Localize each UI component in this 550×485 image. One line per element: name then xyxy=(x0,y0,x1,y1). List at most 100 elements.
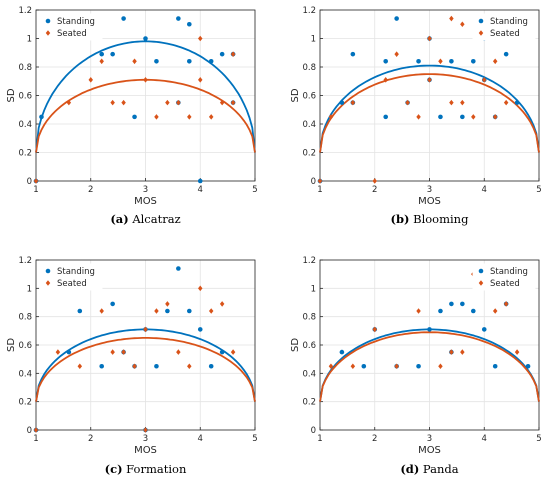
legend-marker-standing xyxy=(478,18,484,24)
caption-name: Formation xyxy=(123,462,187,476)
data-point-seated xyxy=(492,58,498,65)
data-point-standing xyxy=(132,114,137,120)
data-point-standing xyxy=(219,51,225,57)
caption-name: Panda xyxy=(419,462,459,476)
y-tick-label: 0.8 xyxy=(302,313,316,323)
data-point-standing xyxy=(99,363,104,369)
data-point-seated xyxy=(427,77,432,83)
fit-curve-standing xyxy=(35,40,256,153)
legend-marker-standing xyxy=(478,268,484,274)
x-tick-label: 4 xyxy=(482,434,487,444)
data-point-seated xyxy=(503,99,509,106)
fit-curve-seated xyxy=(319,331,540,402)
data-point-seated xyxy=(350,99,356,106)
caption-letter: (a) xyxy=(110,212,128,226)
data-point-seated xyxy=(230,349,236,355)
data-point-seated xyxy=(132,363,137,370)
y-axis-label: SD xyxy=(6,88,17,102)
data-point-seated xyxy=(471,114,476,120)
data-point-standing xyxy=(66,349,72,355)
x-tick-label: 1 xyxy=(317,185,322,195)
data-point-standing xyxy=(416,363,421,369)
legend-box xyxy=(39,263,103,291)
data-point-seated xyxy=(55,349,61,355)
y-tick-label: 0.4 xyxy=(18,120,32,130)
legend-box xyxy=(472,263,536,291)
data-point-standing xyxy=(219,349,225,355)
legend-label-standing: Standing xyxy=(490,17,528,27)
data-point-seated xyxy=(132,58,137,65)
x-tick-label: 4 xyxy=(198,185,203,195)
y-tick-label: 0.2 xyxy=(18,398,32,408)
y-tick-label: 0.6 xyxy=(18,92,32,102)
legend-label-seated: Seated xyxy=(490,29,520,39)
data-point-seated xyxy=(460,21,465,28)
chart-panel-formation: 1 2 3 4 5 0 0.2 0.4 0.6 0.8 1 1.2 MOS SD Standing Seate… xyxy=(6,256,258,476)
data-point-standing xyxy=(339,349,345,355)
y-tick-label: 0.2 xyxy=(302,398,316,408)
data-point-standing xyxy=(350,51,356,57)
y-tick-label: 0.4 xyxy=(18,369,32,379)
data-point-seated xyxy=(208,114,214,120)
data-point-seated xyxy=(328,114,334,120)
data-point-standing xyxy=(481,327,487,332)
data-point-seated xyxy=(438,58,443,65)
x-tick-label: 1 xyxy=(33,185,38,195)
data-point-seated xyxy=(154,308,159,314)
data-point-seated xyxy=(460,349,465,355)
data-point-seated xyxy=(121,99,126,106)
data-point-seated xyxy=(492,308,498,314)
data-point-seated xyxy=(405,99,410,106)
data-point-standing xyxy=(492,363,498,369)
y-tick-label: 0.8 xyxy=(18,313,32,323)
data-point-standing xyxy=(525,363,531,369)
y-tick-label: 1 xyxy=(27,284,32,294)
y-axis-label: SD xyxy=(6,338,17,352)
x-axis-label: MOS xyxy=(418,196,441,207)
data-point-standing xyxy=(39,114,44,120)
data-point-seated xyxy=(416,308,421,314)
legend-label-seated: Seated xyxy=(57,29,87,39)
data-point-seated xyxy=(514,349,520,355)
data-point-seated xyxy=(187,363,192,370)
data-point-seated xyxy=(187,114,192,120)
x-tick-label: 2 xyxy=(372,434,377,444)
y-tick-label: 1 xyxy=(311,284,316,294)
y-axis-label: SD xyxy=(290,88,301,102)
data-point-standing xyxy=(121,16,126,21)
legend-marker-standing xyxy=(45,18,51,24)
data-point-seated xyxy=(416,114,421,120)
data-point-seated xyxy=(438,363,443,370)
y-tick-label: 0.4 xyxy=(302,369,316,379)
legend-label-seated: Seated xyxy=(57,279,87,289)
legend: Standing Seated xyxy=(39,13,103,41)
data-point-standing xyxy=(77,308,83,314)
fit-curve-standing xyxy=(319,64,540,153)
data-point-seated xyxy=(176,349,181,355)
legend-label-standing: Standing xyxy=(57,267,95,277)
data-point-standing xyxy=(208,363,214,369)
x-tick-label: 2 xyxy=(88,185,93,195)
x-tick-label: 3 xyxy=(427,434,432,444)
legend: Standing Seated xyxy=(39,263,103,291)
y-axis-label: SD xyxy=(290,338,301,352)
data-point-standing xyxy=(339,100,345,105)
data-point-seated xyxy=(33,178,39,184)
y-tick-label: 0.8 xyxy=(18,63,32,73)
fit-curve-seated xyxy=(35,336,256,402)
data-point-seated xyxy=(492,114,498,120)
x-axis-label: MOS xyxy=(418,445,441,456)
data-point-standing xyxy=(187,59,192,64)
y-tick-label: 0.6 xyxy=(302,92,316,102)
y-tick-label: 1.2 xyxy=(302,256,316,266)
data-point-seated xyxy=(99,308,104,314)
data-point-seated xyxy=(372,326,377,333)
legend-label-standing: Standing xyxy=(490,267,528,277)
data-point-standing xyxy=(438,308,443,314)
data-point-seated xyxy=(77,363,83,370)
data-point-seated xyxy=(219,301,225,307)
chart-panel-panda: 1 2 3 4 5 0 0.2 0.4 0.6 0.8 1 1.2 MOS SD Standing Seate… xyxy=(290,256,542,476)
data-point-seated xyxy=(110,99,115,106)
data-point-standing xyxy=(394,16,399,21)
legend-label-standing: Standing xyxy=(57,17,95,27)
